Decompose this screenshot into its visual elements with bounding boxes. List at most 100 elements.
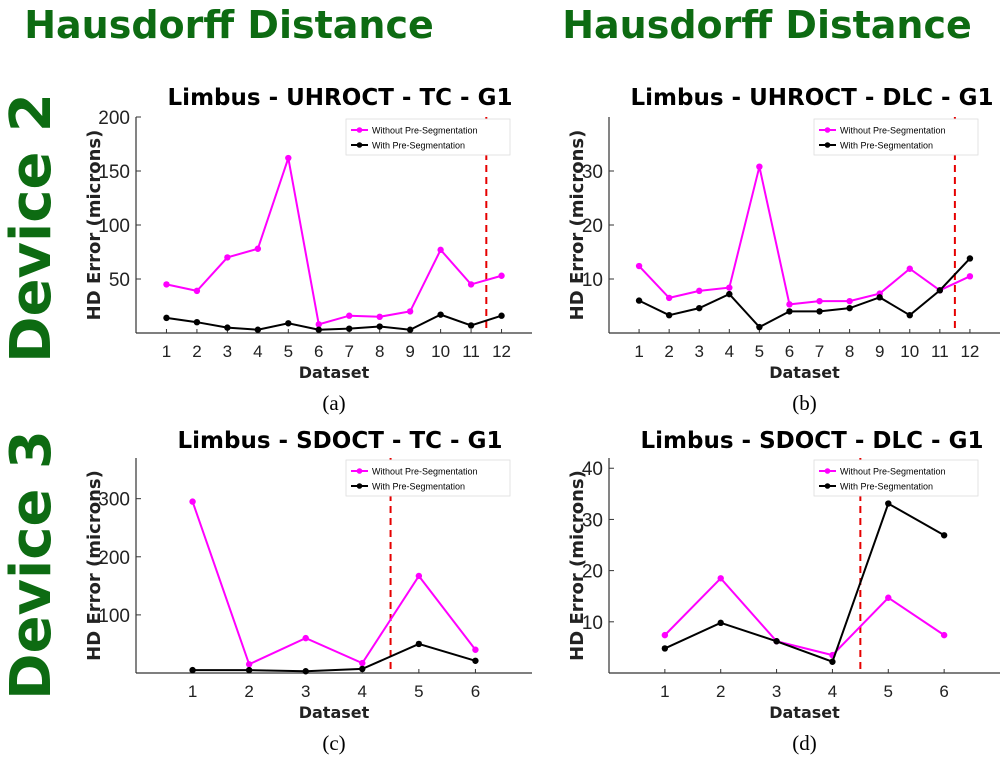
data-point: [816, 297, 823, 305]
legend-swatch-marker: [356, 483, 363, 489]
data-point: [940, 631, 948, 639]
x-tick-label: 7: [815, 342, 824, 361]
data-point: [315, 326, 322, 333]
data-point: [696, 304, 703, 312]
row-header-top: Device 2: [0, 93, 64, 363]
y-axis-label: HD Error (microns): [567, 130, 588, 321]
data-point: [498, 272, 505, 279]
y-tick-label: 20: [582, 562, 603, 583]
data-point: [285, 154, 292, 162]
data-point: [635, 297, 643, 304]
y-tick-label: 200: [98, 108, 130, 129]
legend-swatch-marker: [356, 142, 363, 148]
y-axis-label: HD Error (microns): [84, 470, 105, 661]
x-tick-label: 5: [755, 342, 764, 361]
y-tick-label: 10: [582, 613, 603, 634]
data-point: [224, 254, 231, 261]
y-tick-label: 100: [98, 606, 130, 627]
data-point: [193, 287, 201, 295]
legend-entry: With Pre-Segmentation: [372, 141, 465, 151]
data-point: [940, 532, 948, 539]
legend-swatch-marker: [356, 468, 363, 474]
data-point: [245, 661, 253, 668]
x-axis-label: Dataset: [299, 703, 370, 722]
data-point: [346, 325, 353, 332]
x-tick-label: 3: [772, 682, 781, 701]
data-point: [635, 262, 643, 270]
x-tick-label: 1: [188, 682, 197, 701]
chart-title: Limbus - UHROCT - TC - G1: [168, 85, 513, 111]
data-point: [726, 290, 733, 298]
data-point: [906, 311, 913, 319]
x-tick-label: 2: [244, 682, 253, 701]
legend: Without Pre-Segmentation With Pre-Segment…: [345, 118, 511, 156]
y-tick-label: 20: [582, 216, 603, 237]
data-point: [726, 284, 733, 291]
x-tick-label: 7: [344, 342, 353, 361]
x-tick-label: 2: [192, 342, 201, 361]
data-point: [885, 500, 892, 507]
data-point: [756, 163, 763, 170]
data-point: [773, 638, 780, 645]
data-point: [415, 572, 423, 580]
x-tick-label: 3: [223, 342, 232, 361]
x-tick-label: 6: [314, 342, 323, 361]
data-point: [245, 666, 253, 674]
data-point: [696, 287, 703, 295]
row-header-bottom: Device 3: [0, 430, 64, 700]
data-point: [376, 323, 383, 330]
data-point: [163, 314, 170, 322]
legend-entry: Without Pre-Segmentation: [840, 467, 946, 477]
x-tick-label: 9: [875, 342, 884, 361]
data-point: [756, 323, 763, 331]
data-point: [406, 326, 414, 333]
x-tick-label: 10: [900, 342, 919, 361]
series-line-without: [664, 576, 945, 657]
x-tick-label: 2: [716, 682, 725, 701]
chart-title: Limbus - SDOCT - DLC - G1: [640, 428, 983, 454]
data-point: [472, 657, 479, 664]
y-tick-label: 10: [582, 270, 603, 291]
panel-caption: (b): [792, 391, 817, 415]
data-point: [415, 640, 423, 648]
series-line-with: [166, 313, 502, 331]
data-point: [406, 308, 414, 315]
data-point: [661, 645, 669, 652]
series-line-without: [191, 501, 477, 666]
legend-entry: With Pre-Segmentation: [372, 482, 465, 492]
x-tick-label: 5: [414, 682, 423, 701]
x-tick-label: 8: [375, 342, 384, 361]
legend-box: [813, 459, 979, 497]
data-point: [376, 313, 383, 320]
legend-swatch-marker: [824, 127, 831, 133]
data-point: [302, 634, 309, 642]
y-tick-label: 40: [582, 459, 603, 480]
x-tick-label: 9: [405, 342, 414, 361]
panel-caption: (d): [792, 731, 817, 755]
data-point: [966, 255, 974, 262]
x-tick-label: 3: [301, 682, 310, 701]
legend-swatch-marker: [824, 142, 831, 148]
data-point: [846, 297, 853, 305]
x-tick-label: 6: [471, 682, 480, 701]
data-point: [717, 619, 724, 627]
data-point: [816, 308, 823, 315]
legend-swatch-marker: [356, 127, 363, 133]
data-point: [829, 658, 836, 665]
x-tick-label: 4: [253, 342, 262, 361]
data-point: [786, 308, 793, 315]
x-tick-label: 12: [960, 342, 979, 361]
y-tick-label: 150: [98, 162, 130, 183]
data-point: [437, 246, 444, 254]
data-point: [467, 281, 475, 288]
x-axis-label: Dataset: [769, 703, 840, 722]
x-tick-label: 10: [431, 342, 450, 361]
data-point: [661, 631, 669, 639]
legend: Without Pre-Segmentation With Pre-Segment…: [813, 459, 979, 497]
series-line-with: [664, 502, 945, 664]
data-point: [285, 320, 292, 327]
chart-panel-3: Limbus - SDOCT - TC - G1 100 200 300 1 2 3 4 5 6 D…: [84, 428, 532, 755]
y-tick-label: 200: [98, 548, 130, 569]
y-tick-label: 300: [98, 490, 130, 511]
